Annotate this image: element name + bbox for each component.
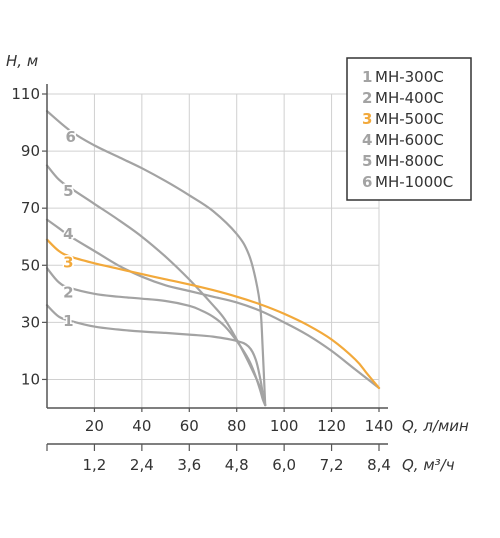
legend-item-6-num: 6 xyxy=(362,173,372,191)
legend-item-3-name: МН-500С xyxy=(375,110,444,128)
x-tick-label: 40 xyxy=(132,417,151,435)
x-tick-label: 80 xyxy=(227,417,246,435)
legend-item-4-num: 4 xyxy=(362,131,372,149)
x-tick-label: 20 xyxy=(85,417,104,435)
legend-item-1-name: МН-300С xyxy=(375,68,444,86)
curve-5 xyxy=(45,164,267,407)
curve-1 xyxy=(45,304,267,407)
legend-item-5-num: 5 xyxy=(362,152,372,170)
y-tick-label: 10 xyxy=(21,370,40,388)
curve-6 xyxy=(45,110,267,407)
y-tick-label: 110 xyxy=(11,85,40,103)
x2-tick-label: 7,2 xyxy=(320,456,344,474)
curve-2 xyxy=(45,267,267,407)
curves-group: 1 2 3 4 5 6 xyxy=(45,110,381,407)
curve-4 xyxy=(45,218,381,390)
curve-3 xyxy=(45,238,381,390)
legend-item-2-name: МН-400С xyxy=(375,89,444,107)
legend-item-4-name: МН-600С xyxy=(375,131,444,149)
y-tick-label: 50 xyxy=(21,256,40,274)
legend-item-5-name: МН-800С xyxy=(375,152,444,170)
x2-tick-label: 2,4 xyxy=(130,456,154,474)
x-tick-label: 100 xyxy=(270,417,299,435)
x-tick-label: 120 xyxy=(317,417,346,435)
y-tick-label: 90 xyxy=(21,142,40,160)
legend-box xyxy=(346,57,472,201)
x-tick-label: 60 xyxy=(180,417,199,435)
grid-lines xyxy=(47,93,380,408)
curve-label-6: 6 xyxy=(65,128,75,146)
x2-tick-label: 3,6 xyxy=(177,456,201,474)
curve-label-2: 2 xyxy=(63,283,73,301)
legend-item-6-name: МН-1000С xyxy=(375,173,453,191)
curve-label-3: 3 xyxy=(63,253,73,271)
curve-label-1: 1 xyxy=(63,312,73,330)
curve-label-5: 5 xyxy=(63,182,73,200)
curve-label-4: 4 xyxy=(63,225,73,243)
y-tick-label: 30 xyxy=(21,313,40,331)
x-axis-title: Q, л/мин xyxy=(402,417,469,435)
x2-tick-label: 4,8 xyxy=(225,456,249,474)
legend-item-1-num: 1 xyxy=(362,68,372,86)
y-axis-title: H, м xyxy=(6,52,38,70)
legend-item-3-num: 3 xyxy=(362,110,372,128)
y-tick-label: 70 xyxy=(21,199,40,217)
x2-axis-title: Q, м³/ч xyxy=(402,456,455,474)
legend-item-2-num: 2 xyxy=(362,89,372,107)
x2-tick-label: 6,0 xyxy=(272,456,296,474)
x2-tick-label: 1,2 xyxy=(82,456,106,474)
x-tick-label: 140 xyxy=(365,417,394,435)
x2-tick-label: 8,4 xyxy=(367,456,391,474)
axes-group: 10 30 50 70 90 110 20 40 60 80 100 120 140 1,2 2,4 3,6 4… xyxy=(11,84,393,474)
